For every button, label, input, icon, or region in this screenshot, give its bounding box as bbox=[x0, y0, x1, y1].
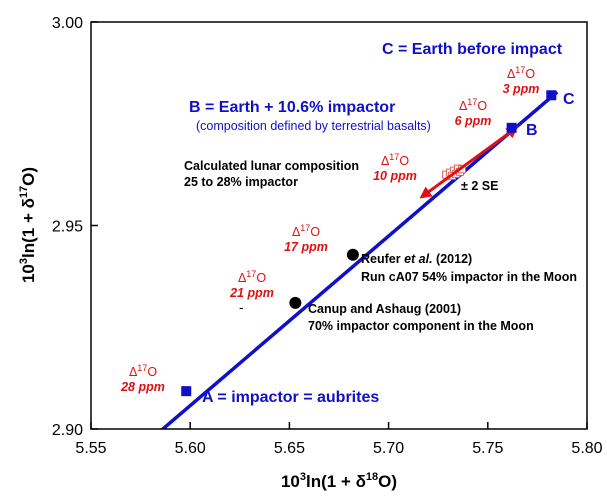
x-axis-ticks: 5.55 5.60 5.65 5.70 5.75 5.80 bbox=[75, 422, 603, 457]
label-lunar-calc-2: 25 to 28% impactor bbox=[184, 175, 298, 189]
y-tick-label: 2.90 bbox=[52, 422, 83, 439]
delta17o-value: 10 ppm bbox=[373, 169, 417, 183]
x-tick-label: 5.80 bbox=[571, 440, 602, 457]
y-axis-title: 103ln(1 + δ17O) bbox=[18, 167, 38, 283]
end-member-a-marker bbox=[181, 386, 192, 397]
delta17o-symbol: Δ17O bbox=[381, 152, 409, 168]
delta17o-value: 3 ppm bbox=[503, 82, 540, 96]
label-reufer-2: Run cA07 54% impactor in the Moon bbox=[361, 270, 577, 284]
y-axis-ticks: 2.90 2.95 3.00 bbox=[52, 15, 98, 439]
x-tick-label: 5.60 bbox=[175, 440, 206, 457]
delta17o-symbol: Δ17O bbox=[238, 269, 266, 285]
label-end-member-c: C bbox=[563, 91, 575, 108]
delta17o-value: 28 ppm bbox=[120, 380, 165, 394]
label-earth-before-impact: C = Earth before impact bbox=[382, 41, 563, 58]
end-member-c-marker bbox=[546, 90, 557, 101]
label-error-se: ± 2 SE bbox=[461, 179, 498, 193]
model-point-markers bbox=[289, 248, 359, 309]
end-member-markers bbox=[181, 90, 557, 397]
end-member-b-marker bbox=[506, 122, 517, 133]
label-composition-note: (composition defined by terrestrial basa… bbox=[196, 119, 431, 133]
canup-model-point bbox=[289, 296, 302, 309]
delta17o-symbol: Δ17O bbox=[292, 223, 320, 239]
x-axis-title: 103ln(1 + δ18O) bbox=[281, 471, 397, 491]
y-tick-label: 2.95 bbox=[52, 219, 83, 236]
delta17o-value: 6 ppm bbox=[455, 114, 492, 128]
label-lunar-calc-1: Calculated lunar composition bbox=[184, 159, 359, 173]
label-earth-plus-impactor: B = Earth + 10.6% impactor bbox=[189, 99, 395, 116]
reufer-model-point bbox=[346, 248, 359, 261]
delta17o-symbol: Δ17O bbox=[459, 97, 487, 113]
delta17o-value: 21 ppm bbox=[229, 286, 274, 300]
x-tick-label: 5.55 bbox=[75, 440, 106, 457]
delta17o-symbol: Δ17O bbox=[507, 65, 535, 81]
x-tick-label: 5.65 bbox=[274, 440, 305, 457]
y-tick-label: 3.00 bbox=[52, 15, 83, 32]
x-tick-label: 5.75 bbox=[472, 440, 503, 457]
label-end-member-a: A = impactor = aubrites bbox=[202, 389, 379, 406]
delta17o-value: 17 ppm bbox=[284, 240, 328, 254]
label-canup-1: Canup and Ashaug (2001) bbox=[308, 302, 461, 316]
label-canup-2: 70% impactor component in the Moon bbox=[308, 319, 534, 333]
label-end-member-b: B bbox=[526, 122, 538, 139]
x-tick-label: 5.70 bbox=[373, 440, 404, 457]
error-arrow bbox=[419, 126, 519, 199]
stray-mark: - bbox=[239, 299, 244, 315]
delta17o-symbol: Δ17O bbox=[129, 363, 157, 379]
label-reufer-1: Reufer et al. (2012) bbox=[361, 252, 472, 266]
